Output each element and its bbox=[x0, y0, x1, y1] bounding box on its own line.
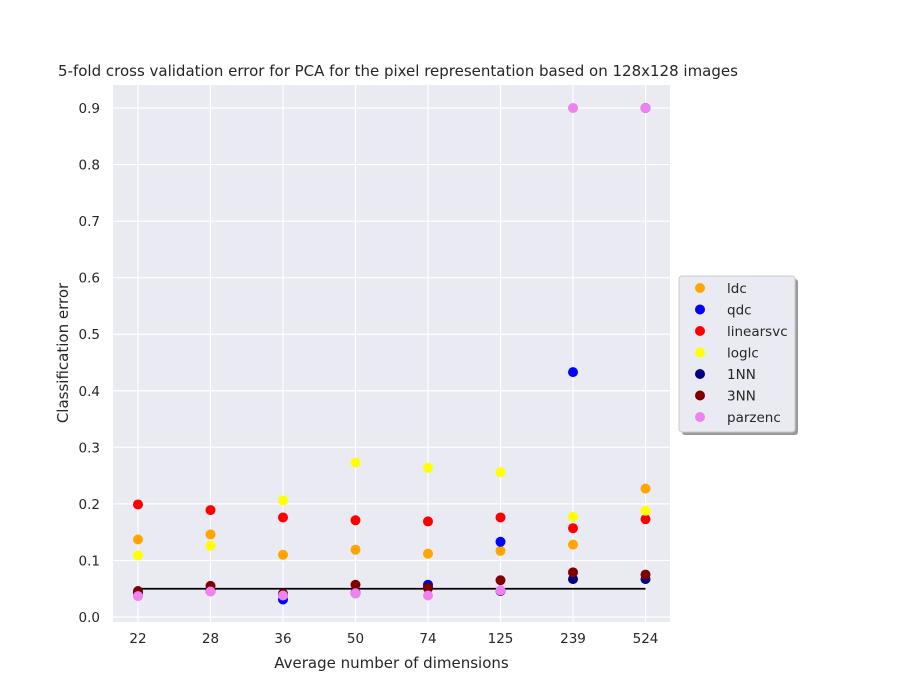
x-tick-label: 36 bbox=[274, 631, 291, 647]
point-ldc bbox=[350, 544, 361, 555]
x-tick-label: 524 bbox=[633, 631, 659, 647]
legend-label-1nn: 1NN bbox=[727, 367, 756, 383]
point-3nn bbox=[495, 575, 506, 586]
point-linearsvc bbox=[423, 516, 433, 527]
point-linearsvc bbox=[640, 514, 651, 525]
point-linearsvc bbox=[495, 512, 506, 523]
legend-box bbox=[678, 275, 796, 433]
chart-title: 5-fold cross validation error for PCA fo… bbox=[58, 62, 738, 80]
point-parzenc bbox=[133, 591, 143, 602]
point-loglc bbox=[640, 505, 651, 516]
x-tick-label: 239 bbox=[560, 631, 586, 647]
plot-background bbox=[113, 85, 670, 622]
point-ldc bbox=[640, 483, 651, 494]
legend-marker-3nn bbox=[695, 390, 705, 401]
y-tick-label: 0.9 bbox=[79, 101, 100, 117]
grid-layer bbox=[113, 85, 670, 622]
legend-label-loglc: loglc bbox=[727, 346, 759, 362]
x-tick-labels: 22 28 36 50 74 125 239 524 bbox=[129, 631, 658, 647]
point-parzenc bbox=[278, 590, 288, 601]
point-qdc bbox=[495, 536, 506, 547]
point-ldc bbox=[205, 529, 216, 540]
point-loglc bbox=[278, 495, 288, 506]
x-tick-label: 22 bbox=[129, 631, 146, 647]
point-loglc bbox=[568, 511, 578, 522]
point-ldc bbox=[278, 549, 288, 560]
point-parzenc bbox=[568, 103, 578, 113]
point-loglc bbox=[423, 462, 433, 473]
x-tick-label: 28 bbox=[202, 631, 219, 647]
point-linearsvc bbox=[133, 499, 143, 510]
legend-marker-ldc bbox=[695, 283, 705, 293]
point-loglc bbox=[133, 550, 143, 561]
legend-marker-1nn bbox=[695, 369, 705, 379]
y-tick-label: 0.4 bbox=[79, 384, 100, 400]
legend-label-qdc: qdc bbox=[727, 303, 752, 319]
legend-label-3nn: 3NN bbox=[727, 389, 756, 405]
point-linearsvc bbox=[568, 523, 578, 534]
point-ldc bbox=[495, 545, 506, 556]
plot-area bbox=[113, 85, 670, 622]
legend: ldc qdc linearsvc loglc 1NN 3NN parzenc bbox=[678, 275, 798, 435]
point-parzenc bbox=[495, 585, 506, 596]
point-ldc bbox=[133, 534, 143, 545]
y-tick-labels: 0.0 0.1 0.2 0.3 0.4 0.5 0.6 0.7 0.8 0.9 bbox=[79, 101, 100, 626]
x-tick-label: 50 bbox=[347, 631, 364, 647]
legend-label-linearsvc: linearsvc bbox=[727, 324, 788, 340]
x-tick-label: 74 bbox=[419, 631, 436, 647]
y-axis-label: Classification error bbox=[54, 282, 72, 423]
point-ldc bbox=[568, 539, 578, 550]
legend-marker-loglc bbox=[695, 347, 705, 358]
point-linearsvc bbox=[205, 505, 216, 516]
point-3nn bbox=[350, 579, 361, 590]
y-tick-label: 0.2 bbox=[79, 497, 100, 513]
x-axis-label: Average number of dimensions bbox=[274, 654, 509, 672]
y-tick-label: 0.6 bbox=[79, 271, 100, 287]
y-tick-label: 0.7 bbox=[79, 214, 100, 230]
point-3nn bbox=[568, 567, 578, 578]
point-3nn bbox=[640, 569, 651, 580]
point-loglc bbox=[205, 540, 216, 551]
point-loglc bbox=[495, 467, 506, 478]
y-tick-label: 0.3 bbox=[79, 440, 100, 456]
point-parzenc bbox=[350, 588, 361, 599]
legend-label-ldc: ldc bbox=[727, 281, 747, 297]
point-parzenc bbox=[423, 590, 433, 601]
x-tick-label: 125 bbox=[488, 631, 514, 647]
point-qdc bbox=[568, 367, 578, 378]
point-parzenc bbox=[205, 586, 216, 597]
legend-marker-qdc bbox=[695, 304, 705, 315]
legend-items: ldc qdc linearsvc loglc 1NN 3NN parzenc bbox=[695, 281, 788, 426]
y-tick-label: 0.8 bbox=[79, 158, 100, 174]
point-ldc bbox=[423, 548, 433, 559]
legend-label-parzenc: parzenc bbox=[727, 410, 781, 426]
point-parzenc bbox=[640, 103, 651, 113]
y-tick-label: 0.5 bbox=[79, 327, 100, 343]
legend-marker-linearsvc bbox=[695, 326, 705, 336]
legend-marker-parzenc bbox=[695, 412, 705, 422]
points-layer bbox=[133, 103, 651, 605]
point-linearsvc bbox=[278, 512, 288, 523]
point-loglc bbox=[350, 457, 361, 468]
y-tick-label: 0.0 bbox=[79, 610, 100, 626]
y-tick-label: 0.1 bbox=[79, 553, 100, 569]
point-3nn bbox=[423, 583, 433, 594]
point-linearsvc bbox=[350, 515, 361, 526]
